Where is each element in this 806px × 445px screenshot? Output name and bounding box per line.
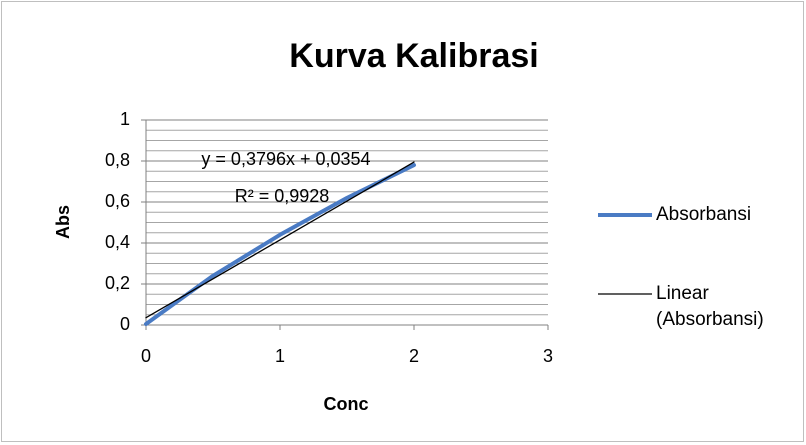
y-tick-label: 0,6 bbox=[105, 191, 130, 211]
y-axis-title: Abs bbox=[53, 205, 73, 239]
x-axis-title: Conc bbox=[324, 394, 369, 414]
y-tick-label: 1 bbox=[120, 109, 130, 129]
y-tick-label: 0,4 bbox=[105, 232, 130, 252]
y-tick-label: 0,2 bbox=[105, 273, 130, 293]
y-tick-label: 0 bbox=[120, 314, 130, 334]
x-tick-label: 0 bbox=[141, 346, 151, 366]
data-line bbox=[145, 161, 415, 319]
x-tick-label: 1 bbox=[275, 346, 285, 366]
x-tick-label: 2 bbox=[409, 346, 419, 366]
x-tick-label: 3 bbox=[543, 346, 553, 366]
r-squared-label: R² = 0,9928 bbox=[235, 186, 330, 206]
legend-label: Absorbansi bbox=[656, 204, 752, 225]
chart-title: Kurva Kalibrasi bbox=[289, 37, 538, 75]
legend-label: Linear (Absorbansi) bbox=[656, 283, 764, 330]
equation-label: y = 0,3796x + 0,0354 bbox=[201, 149, 370, 169]
y-tick-label: 0,8 bbox=[105, 150, 130, 170]
